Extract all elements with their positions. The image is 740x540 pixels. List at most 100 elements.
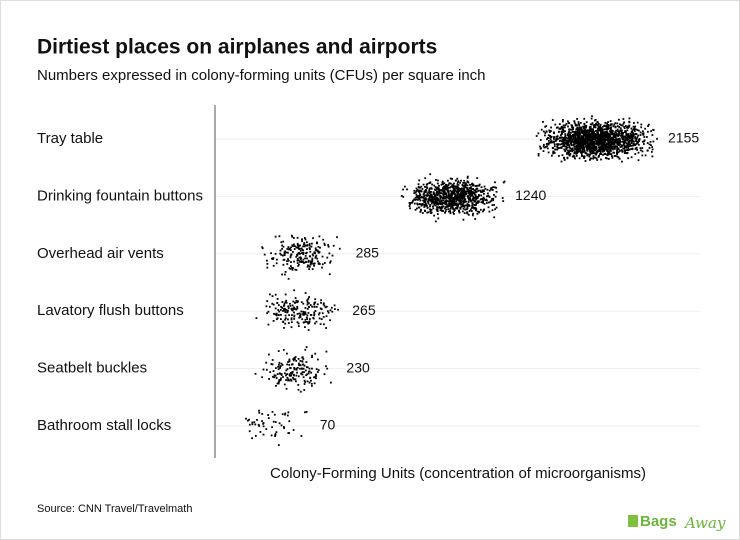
dot: [480, 194, 482, 197]
dot: [276, 382, 279, 385]
dot: [293, 306, 296, 309]
dot: [476, 200, 479, 203]
dot: [333, 304, 336, 307]
dot: [251, 423, 254, 426]
dot: [303, 312, 305, 315]
dot: [571, 139, 574, 142]
dot: [283, 383, 286, 386]
dot: [603, 141, 606, 144]
dot: [327, 245, 330, 248]
dot: [600, 129, 603, 132]
dot: [578, 138, 580, 140]
dot: [283, 327, 285, 329]
dot: [271, 302, 274, 305]
dot: [478, 211, 480, 213]
dot: [589, 129, 592, 132]
dot: [427, 198, 430, 200]
dot: [296, 254, 299, 257]
dot: [566, 137, 569, 140]
dot: [614, 146, 616, 148]
dot: [283, 302, 286, 305]
dot: [454, 187, 456, 190]
dot: [583, 140, 586, 143]
dot: [636, 148, 638, 151]
dot: [300, 247, 303, 250]
dot: [292, 378, 295, 381]
dot: [446, 200, 449, 203]
dot: [449, 189, 452, 192]
dot: [591, 140, 594, 143]
dot: [599, 133, 602, 135]
dot: [595, 151, 598, 154]
dot: [291, 235, 294, 238]
dot: [308, 367, 311, 370]
dot: [591, 135, 593, 137]
dot: [482, 199, 484, 202]
dot: [594, 119, 596, 122]
dot: [299, 313, 302, 316]
dot: [292, 358, 295, 360]
dot: [464, 208, 467, 211]
dot: [330, 381, 332, 384]
dot: [624, 136, 627, 138]
dot: [308, 244, 311, 247]
dot: [455, 203, 458, 205]
dot: [614, 122, 617, 125]
dot: [579, 122, 582, 124]
dot: [589, 142, 592, 144]
dot: [304, 255, 307, 257]
dot: [611, 147, 614, 150]
dot-cloud: [400, 173, 506, 223]
dot: [270, 434, 273, 437]
dot: [590, 150, 593, 152]
dot: [439, 207, 442, 210]
dot: [542, 121, 544, 123]
dot: [311, 242, 313, 245]
dot: [301, 373, 304, 376]
dot: [603, 133, 606, 136]
dot: [616, 141, 619, 144]
dot: [609, 127, 612, 130]
dot: [440, 208, 443, 210]
dot: [619, 127, 622, 130]
dot: [592, 141, 595, 144]
dot: [631, 148, 634, 151]
dot: [293, 260, 295, 263]
dot: [473, 193, 476, 196]
dot: [577, 137, 579, 140]
dot: [424, 201, 427, 204]
dot: [634, 130, 636, 132]
dot: [293, 311, 295, 314]
dot: [261, 420, 263, 423]
dot: [588, 138, 591, 141]
dot: [437, 217, 440, 220]
logo-text: Bags: [640, 513, 677, 530]
dot: [571, 150, 573, 153]
dot: [610, 145, 612, 148]
dot: [292, 300, 295, 303]
dot: [304, 292, 307, 294]
dot: [539, 147, 542, 150]
dot: [275, 367, 277, 369]
dot: [287, 307, 290, 309]
dot: [450, 185, 452, 188]
dot: [553, 136, 556, 139]
dot: [574, 137, 577, 140]
dot: [452, 211, 455, 214]
dot: [449, 212, 452, 215]
dot: [287, 318, 289, 321]
dot: [334, 308, 336, 310]
dot: [299, 261, 301, 263]
dot: [631, 131, 634, 133]
dot: [331, 254, 334, 257]
dot: [490, 187, 492, 190]
dot: [418, 206, 421, 209]
dot: [629, 133, 632, 136]
dot: [271, 295, 274, 297]
dot: [577, 132, 580, 134]
dot: [613, 133, 616, 136]
dot: [300, 252, 303, 254]
value-label: 70: [320, 417, 336, 433]
dot: [461, 210, 464, 213]
dot: [279, 309, 282, 311]
